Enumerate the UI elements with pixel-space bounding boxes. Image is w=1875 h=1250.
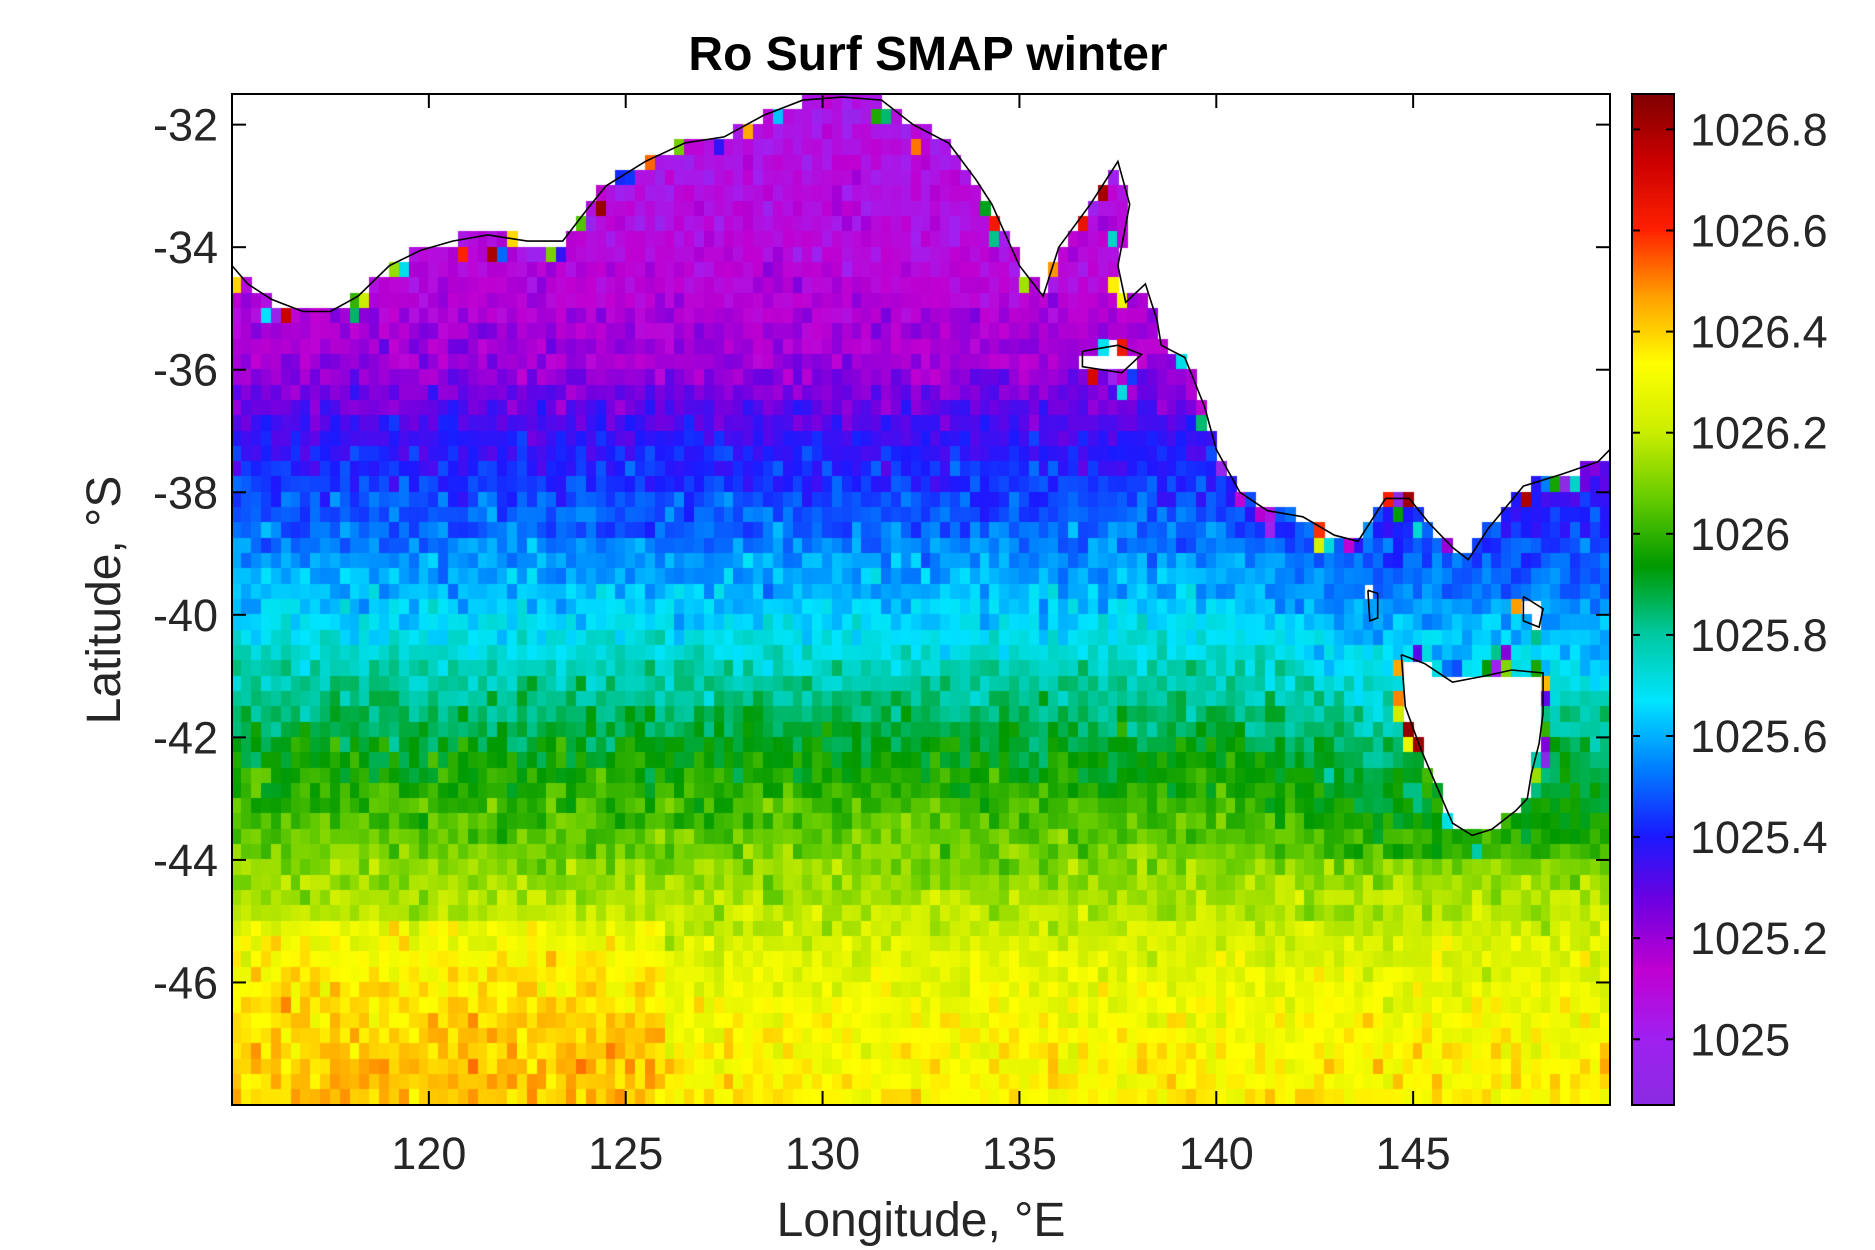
x-tick-label: 120: [391, 1128, 466, 1179]
x-axis-label: Longitude, °E: [777, 1194, 1066, 1247]
colorbar-tick-label: 1025.6: [1690, 711, 1828, 762]
x-tick-label: 125: [588, 1128, 663, 1179]
colorbar-tick-label: 1026: [1690, 509, 1790, 560]
x-axis: 120 125 130 135 140 145: [391, 94, 1451, 1179]
coastline-island: [1081, 344, 1143, 374]
coastline-tasmania: [1400, 653, 1544, 837]
y-tick-label: -42: [153, 712, 218, 763]
x-tick-label: 145: [1376, 1128, 1451, 1179]
x-tick-label: 135: [982, 1128, 1057, 1179]
coastline-mainland: [231, 94, 1611, 561]
colorbar-tick-label: 1025.8: [1690, 610, 1828, 661]
colorbar-tick-label: 1025.2: [1690, 913, 1828, 964]
y-tick-label: -46: [153, 957, 218, 1008]
colorbar-canvas: [1632, 94, 1674, 1105]
coastline-island: [1522, 595, 1545, 629]
heatmap-canvas: [232, 94, 1610, 1105]
y-tick-label: -44: [153, 835, 218, 886]
colorbar-tick-label: 1026.8: [1690, 104, 1828, 155]
y-tick-label: -38: [153, 467, 218, 518]
coastlines: [231, 94, 1611, 837]
coastline-island: [1367, 589, 1379, 623]
colorbar-tick-label: 1025.4: [1690, 812, 1828, 863]
y-tick-label: -32: [153, 100, 218, 151]
colorbar-frame: [1631, 93, 1675, 1106]
colorbar-tick-label: 1026.4: [1690, 307, 1828, 358]
y-axis-label: Latitude, °S: [78, 476, 131, 725]
y-axis: -32 -34 -36 -38 -40 -42 -44 -46: [153, 100, 1610, 1008]
colorbar-ticks: 1025 1025.2 1025.4 1025.6 1025.8 1026 1026.2 10…: [1632, 104, 1828, 1065]
colorbar-tick-label: 1026.2: [1690, 408, 1828, 459]
plot-frame: [231, 93, 1611, 1106]
x-tick-label: 130: [785, 1128, 860, 1179]
y-tick-label: -34: [153, 222, 218, 273]
heatmap-area: [232, 94, 1610, 1105]
y-tick-label: -40: [153, 590, 218, 641]
colorbar-tick-label: 1025: [1690, 1014, 1790, 1065]
x-tick-label: 140: [1179, 1128, 1254, 1179]
colorbar-area: [1632, 94, 1674, 1105]
y-tick-label: -36: [153, 345, 218, 396]
chart-title: Ro Surf SMAP winter: [688, 28, 1167, 81]
colorbar-tick-label: 1026.6: [1690, 205, 1828, 256]
